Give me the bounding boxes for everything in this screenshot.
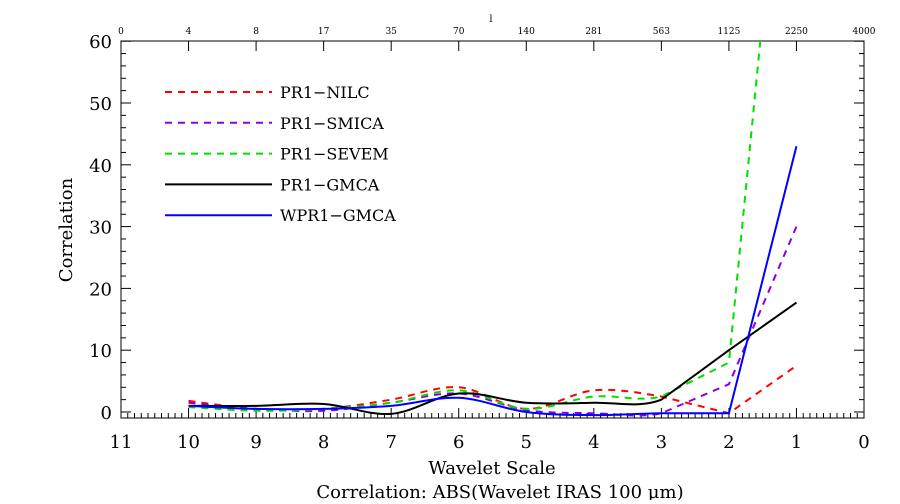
series-line-pr1-gmca — [188, 301, 798, 416]
legend-label: WPR1−GMCA — [280, 206, 396, 225]
x-axis-label: Wavelet Scale — [428, 458, 555, 479]
x-tick-label: 8 — [318, 432, 329, 453]
chart-title: Correlation: ABS(Wavelet IRAS 100 μm) — [316, 482, 683, 500]
top-tick-label: 140 — [518, 27, 535, 37]
x-tick-label: 4 — [588, 432, 599, 453]
series-line-pr1-nilc — [188, 364, 798, 415]
y-tick-label: 0 — [101, 403, 112, 424]
top-tick-label: 17 — [318, 27, 330, 37]
legend-label: PR1−GMCA — [280, 175, 380, 194]
x-tick-label: 0 — [858, 432, 869, 453]
top-tick-label: 8 — [253, 27, 259, 37]
y-tick-label: 60 — [89, 32, 112, 53]
top-tick-label: 4000 — [853, 27, 876, 37]
y-tick-label: 10 — [89, 341, 112, 362]
top-tick-label: 1125 — [717, 27, 740, 37]
top-tick-label: 35 — [385, 27, 397, 37]
top-tick-label: 563 — [653, 27, 670, 37]
series-line-pr1-smica — [188, 226, 798, 417]
top-tick-label: 70 — [453, 27, 465, 37]
legend-label: PR1−NILC — [280, 83, 370, 102]
y-axis-label: Correlation — [56, 177, 77, 282]
x-tick-label: 11 — [110, 432, 133, 453]
top-tick-label: 0 — [118, 27, 124, 37]
y-tick-label: 50 — [89, 94, 112, 115]
x-tick-label: 7 — [385, 432, 396, 453]
top-tick-label: 281 — [585, 27, 602, 37]
x-tick-label: 2 — [723, 432, 734, 453]
series-line-wpr1-gmca — [188, 146, 798, 417]
top-tick-label: 4 — [186, 27, 192, 37]
y-tick-label: 20 — [89, 279, 112, 300]
legend-label: PR1−SMICA — [280, 114, 384, 133]
x-tick-label: 10 — [177, 432, 200, 453]
x-tick-label: 3 — [656, 432, 667, 453]
series-lines — [188, 41, 798, 417]
legend-label: PR1−SEVEM — [280, 145, 389, 164]
x-tick-label: 6 — [453, 432, 464, 453]
top-axis-label: l — [489, 14, 492, 25]
axis-ticks: 11 10 9 8 7 6 5 4 3 2 1 00 4 8 17 35 70 140 281 563 1125 2250… — [89, 27, 876, 453]
top-tick-label: 2250 — [785, 27, 808, 37]
y-tick-label: 40 — [89, 156, 112, 177]
legend: PR1−NILC PR1−SMICA PR1−SEVEM PR1−GMCA WPR1−G… — [165, 83, 396, 225]
plot-frame — [120, 40, 865, 419]
x-tick-label: 5 — [521, 432, 532, 453]
x-tick-label: 1 — [791, 432, 802, 453]
y-tick-label: 30 — [89, 218, 112, 239]
x-tick-label: 9 — [250, 432, 261, 453]
